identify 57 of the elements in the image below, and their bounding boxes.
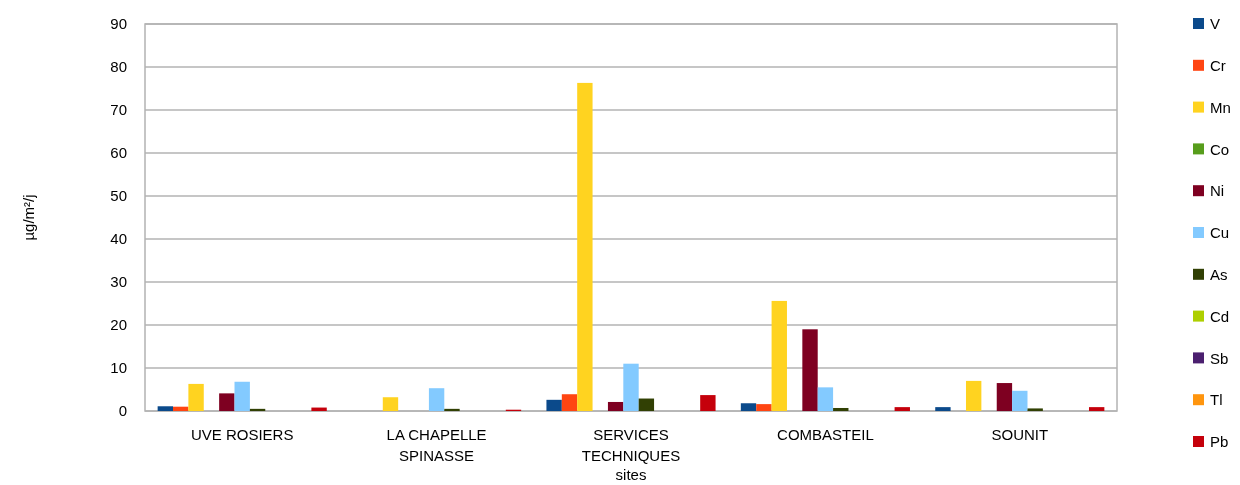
legend-label: Cu: [1210, 224, 1230, 242]
y-tick-label: 80: [110, 58, 127, 76]
bar: [157, 406, 174, 411]
bar: [802, 329, 818, 411]
bar: [173, 406, 189, 411]
bar: [382, 397, 399, 411]
bar: [249, 408, 266, 411]
y-tick-label: 0: [118, 402, 127, 420]
x-tick-label: SOUNIT: [991, 426, 1049, 443]
y-axis-title: µg/m²/j: [20, 194, 37, 241]
bar: [756, 404, 772, 411]
x-axis-title: sites: [615, 466, 647, 483]
y-tick-label: 50: [110, 187, 127, 205]
bar: [833, 407, 849, 411]
legend-label: Cd: [1210, 307, 1230, 325]
legend-label: As: [1210, 266, 1228, 284]
y-tick-label: 10: [110, 359, 127, 377]
y-tick-label: 70: [110, 101, 127, 119]
y-tick-label: 30: [110, 273, 127, 291]
bar: [965, 380, 982, 411]
x-tick-label: UVE ROSIERS: [190, 426, 294, 443]
y-tick-label: 40: [110, 230, 127, 248]
bar: [1088, 407, 1105, 411]
x-tick-label: LA CHAPELLE SPINASSE: [386, 426, 487, 464]
bar: [638, 398, 655, 411]
bar: [188, 383, 204, 411]
bar: [311, 407, 327, 411]
bar: [740, 403, 757, 411]
bar: [607, 401, 624, 411]
legend-label: Mn: [1210, 98, 1231, 116]
legend-label: Sb: [1210, 349, 1229, 367]
legend-label: V: [1210, 15, 1221, 33]
bar: [219, 393, 235, 411]
y-tick-label: 90: [110, 15, 127, 33]
bar: [1027, 408, 1043, 411]
bar: [935, 407, 951, 411]
bar: [444, 408, 460, 411]
bar: [561, 394, 578, 411]
bar: [771, 300, 787, 411]
legend-label: Co: [1210, 140, 1230, 158]
legend-label: Cr: [1210, 57, 1226, 75]
y-tick-label: 20: [110, 316, 127, 334]
bar: [577, 82, 593, 411]
bar: [700, 395, 716, 411]
x-tick-label: COMBASTEIL: [777, 426, 874, 443]
legend-label: Ni: [1210, 182, 1225, 200]
bar: [623, 363, 639, 411]
legend-label: Pb: [1210, 433, 1229, 451]
y-tick-label: 60: [110, 144, 127, 162]
legend-label: Tl: [1210, 391, 1223, 409]
bar: [234, 381, 250, 411]
bar: [817, 387, 834, 411]
bar: [1012, 390, 1028, 411]
bar: [996, 383, 1013, 411]
bar: [894, 407, 910, 411]
bar: [546, 399, 562, 411]
bar: [428, 388, 445, 411]
